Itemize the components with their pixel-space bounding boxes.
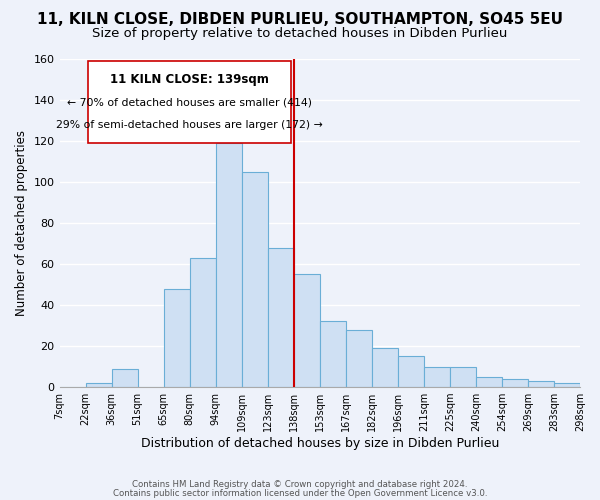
Bar [398, 356, 424, 387]
Y-axis label: Number of detached properties: Number of detached properties [15, 130, 28, 316]
Bar [190, 258, 215, 387]
Bar [528, 381, 554, 387]
Text: Contains public sector information licensed under the Open Government Licence v3: Contains public sector information licen… [113, 488, 487, 498]
Bar [424, 366, 450, 387]
Bar [215, 143, 242, 387]
Bar [450, 366, 476, 387]
Bar [320, 322, 346, 387]
Text: 11, KILN CLOSE, DIBDEN PURLIEU, SOUTHAMPTON, SO45 5EU: 11, KILN CLOSE, DIBDEN PURLIEU, SOUTHAMP… [37, 12, 563, 28]
Bar [294, 274, 320, 387]
Text: ← 70% of detached houses are smaller (414): ← 70% of detached houses are smaller (41… [67, 97, 312, 107]
Bar [476, 377, 502, 387]
X-axis label: Distribution of detached houses by size in Dibden Purlieu: Distribution of detached houses by size … [140, 437, 499, 450]
Bar [268, 248, 294, 387]
FancyBboxPatch shape [88, 61, 291, 143]
Bar [372, 348, 398, 387]
Bar [502, 379, 528, 387]
Text: Size of property relative to detached houses in Dibden Purlieu: Size of property relative to detached ho… [92, 28, 508, 40]
Bar [554, 383, 580, 387]
Bar [112, 368, 137, 387]
Bar [346, 330, 372, 387]
Text: 11 KILN CLOSE: 139sqm: 11 KILN CLOSE: 139sqm [110, 73, 269, 86]
Bar [242, 172, 268, 387]
Text: 29% of semi-detached houses are larger (172) →: 29% of semi-detached houses are larger (… [56, 120, 323, 130]
Bar [86, 383, 112, 387]
Bar [164, 288, 190, 387]
Text: Contains HM Land Registry data © Crown copyright and database right 2024.: Contains HM Land Registry data © Crown c… [132, 480, 468, 489]
